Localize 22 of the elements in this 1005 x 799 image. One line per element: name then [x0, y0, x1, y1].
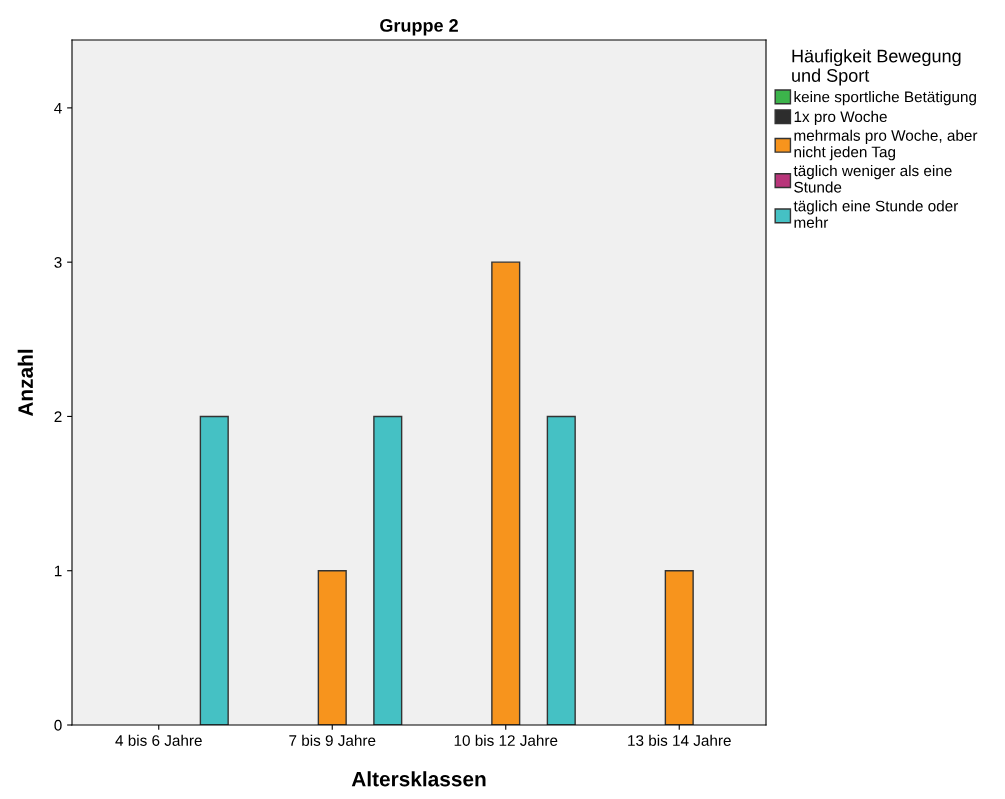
y-tick-label: 2 [54, 411, 62, 422]
y-tick-label: 1 [54, 565, 62, 577]
chart-title: Gruppe 2 [380, 19, 458, 36]
x-tick-label: 13 bis 14 Jahre [628, 734, 731, 746]
x-axis-title: Altersklassen [351, 771, 486, 787]
bar [199, 415, 229, 725]
x-tick-label: 4 bis 6 Jahre [115, 734, 202, 746]
bar [491, 261, 521, 725]
bar [373, 415, 403, 725]
bar [546, 415, 576, 725]
x-tick-label: 10 bis 12 Jahre [454, 734, 558, 746]
bar [317, 570, 347, 725]
y-tick-label: 4 [54, 102, 62, 114]
legend-title: Häufigkeit Bewegung und Sport [792, 49, 961, 86]
bar [664, 570, 694, 725]
x-tick-label: 7 bis 9 Jahre [289, 734, 376, 746]
legend-label: keine sportliche Betätigung [794, 91, 976, 106]
y-tick-label: 0 [54, 719, 62, 731]
y-tick-label: 3 [54, 257, 62, 268]
legend-label: täglich eine Stunde oder mehr [793, 200, 959, 228]
legend-label: 1x pro Woche [794, 110, 887, 126]
y-axis-title: Anzahl [17, 349, 33, 417]
